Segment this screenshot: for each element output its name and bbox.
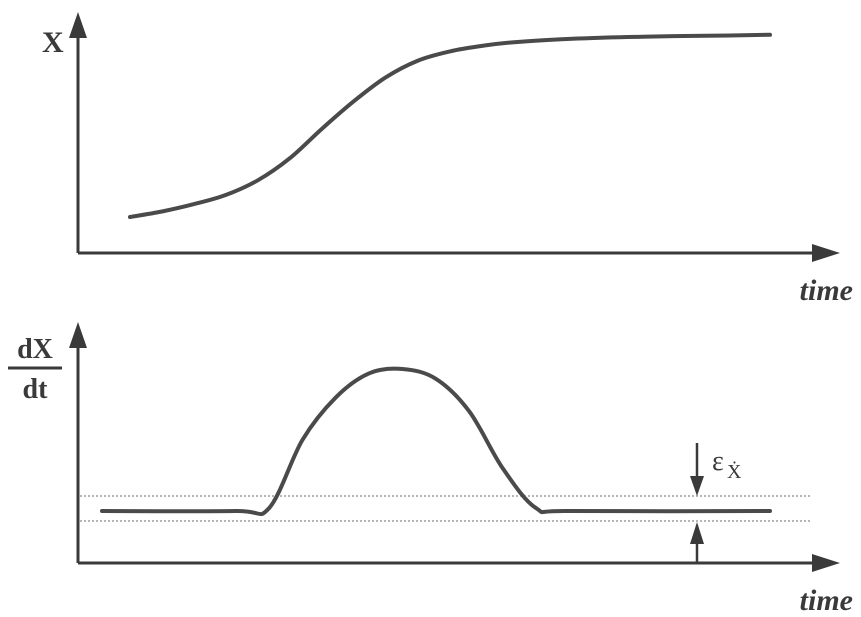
bottom-x-label: time: [800, 584, 853, 617]
bottom-x-axis-arrow: [812, 554, 840, 572]
epsilon-arrow-up-head: [690, 522, 704, 544]
epsilon-subscript: Ẋ: [727, 460, 742, 483]
epsilon-label: ε: [712, 446, 724, 477]
bottom-y-label-numerator: dX: [17, 334, 53, 365]
top-x-label: time: [800, 274, 853, 307]
bottom-plot: dX dt time ε Ẋ: [8, 322, 853, 617]
top-series-line: [128, 32, 772, 219]
bottom-y-label-denominator: dt: [23, 374, 49, 405]
bottom-series-line: [100, 366, 772, 517]
bottom-y-axis-arrow: [69, 322, 87, 348]
top-y-axis-arrow: [69, 12, 87, 38]
top-x-axis-arrow: [812, 244, 840, 262]
top-plot: X time: [42, 12, 853, 307]
top-y-label: X: [42, 26, 64, 59]
epsilon-arrow-down-head: [690, 476, 704, 496]
